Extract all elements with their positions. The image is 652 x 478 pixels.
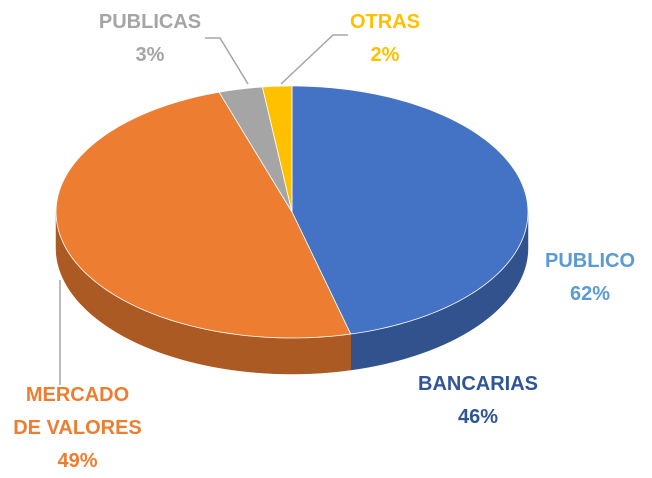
- slice: [291, 85, 529, 335]
- slice-label: MERCADO DE VALORES 49%: [11, 379, 144, 478]
- label-value: 3%: [135, 44, 165, 66]
- slice-label: PUBLICAS 3%: [80, 6, 220, 72]
- label-value: 46%: [457, 406, 499, 428]
- pie-tops: [55, 85, 529, 339]
- slice-label: OTRAS 2%: [330, 6, 440, 72]
- annotation-value: 62%: [569, 283, 611, 305]
- label-name: OTRAS: [350, 11, 420, 33]
- leader-line: [205, 37, 249, 85]
- label-name: PUBLICAS: [98, 11, 202, 33]
- slice-label: BANCARIAS 46%: [408, 368, 548, 434]
- label-name: BANCARIAS: [418, 373, 538, 395]
- label-value: 2%: [370, 44, 400, 66]
- label-name: MERCADO DE VALORES: [13, 384, 142, 439]
- slice: [261, 85, 293, 213]
- slice: [218, 86, 293, 213]
- annotation-name: PUBLICO: [545, 250, 635, 272]
- label-value: 49%: [57, 450, 98, 472]
- leader-line: [280, 34, 348, 85]
- annotation: PUBLICO 62%: [530, 245, 650, 311]
- slice: [55, 91, 352, 339]
